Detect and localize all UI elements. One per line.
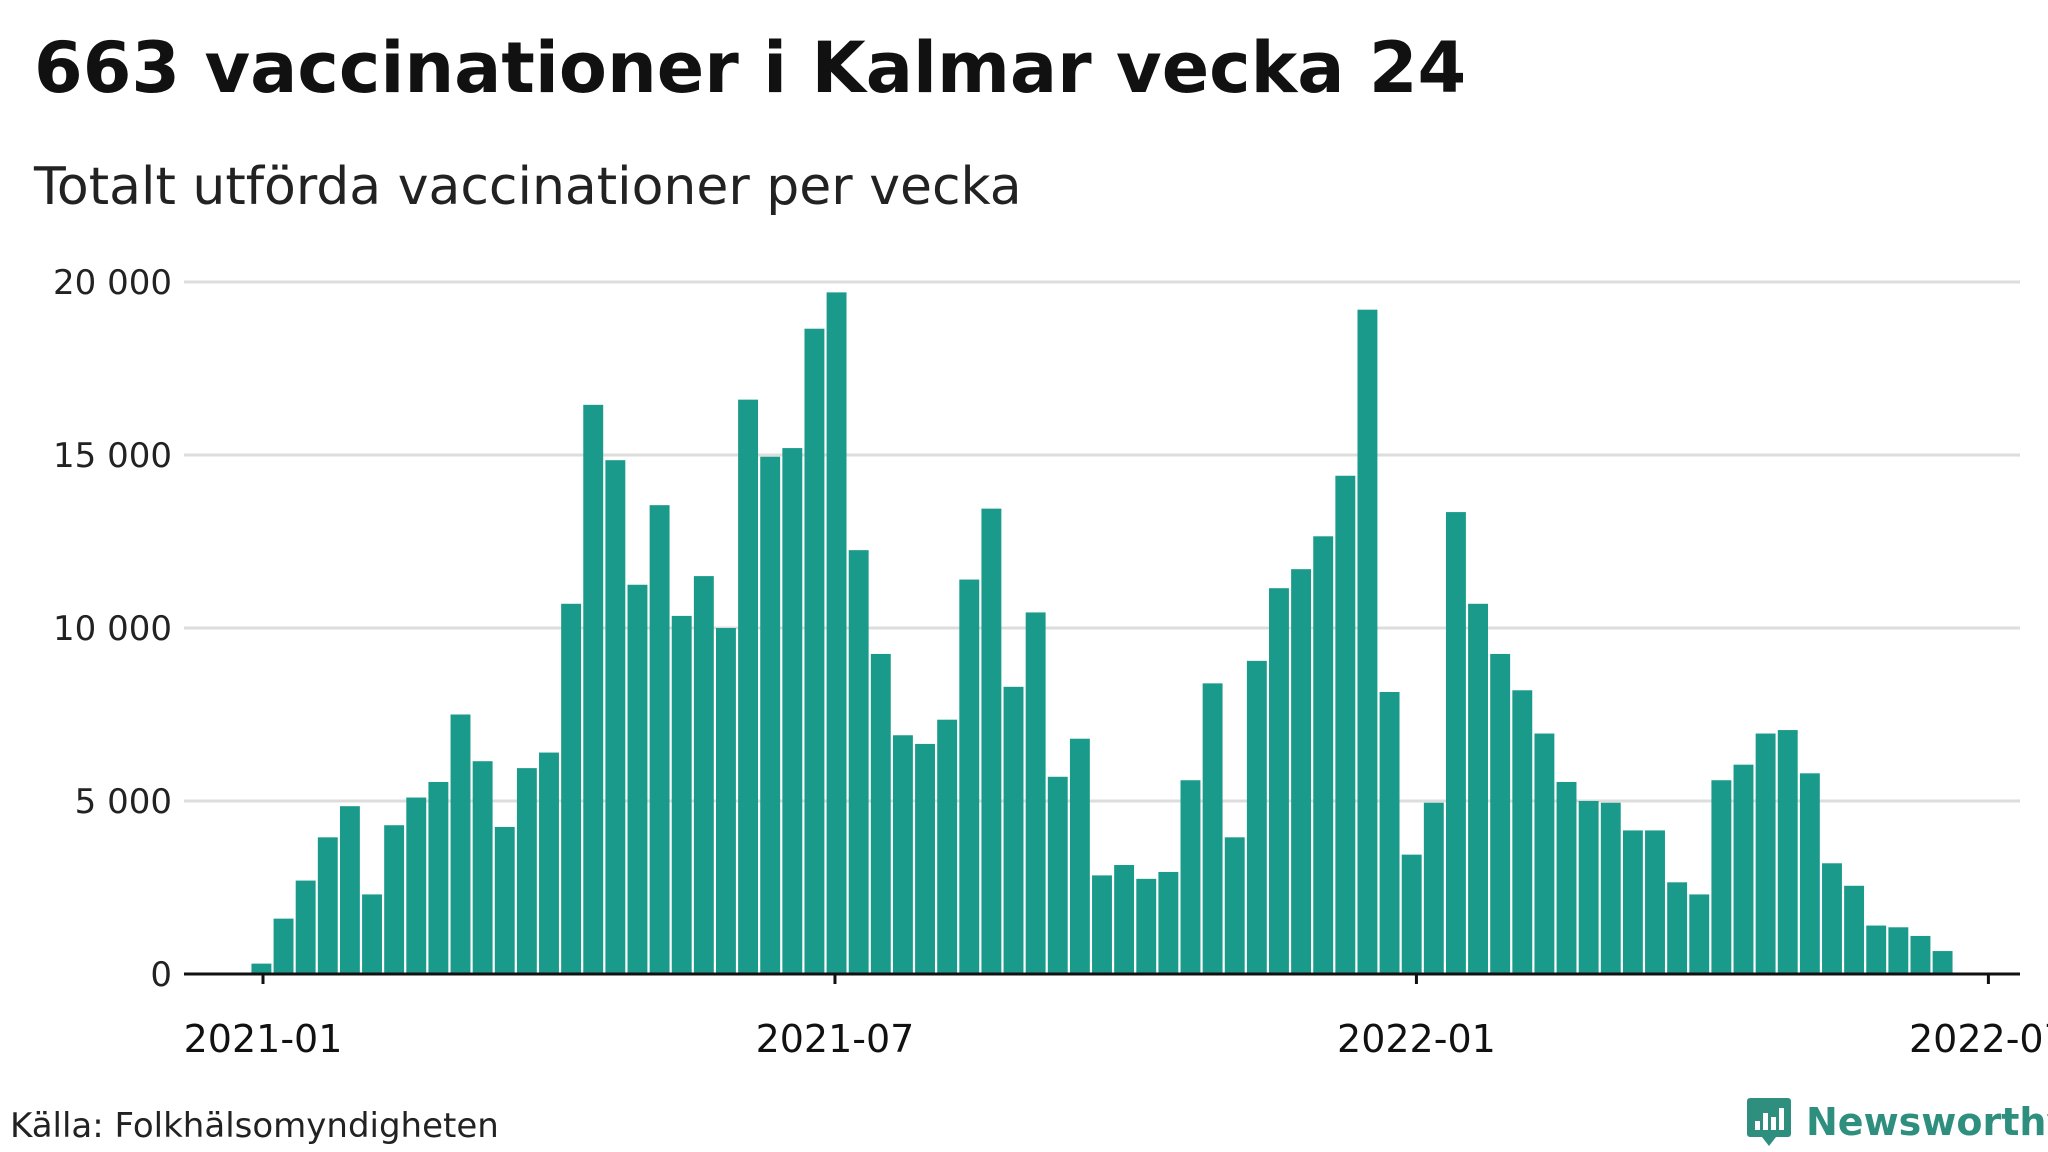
bar — [1844, 885, 1865, 974]
bar — [362, 894, 382, 974]
bar — [1269, 588, 1289, 974]
bar — [1003, 686, 1024, 974]
bar — [1490, 653, 1511, 974]
brand-name: Newsworthy — [1806, 1100, 2048, 1144]
bar — [892, 735, 913, 974]
bar — [1379, 692, 1400, 974]
x-tick-label: 2021-01 — [184, 1017, 343, 1061]
bar — [1822, 863, 1842, 974]
bar — [1866, 925, 1887, 974]
bar — [1755, 733, 1776, 974]
bar — [516, 768, 537, 974]
chart-subtitle: Totalt utförda vaccinationer per vecka — [34, 157, 1022, 217]
bar — [1357, 309, 1378, 974]
bar — [339, 806, 360, 974]
bar — [1224, 837, 1245, 974]
bar — [1136, 878, 1157, 974]
bar — [539, 752, 559, 974]
bar — [1910, 935, 1931, 974]
bar — [1291, 569, 1312, 974]
bar — [251, 963, 272, 974]
bar — [1092, 875, 1112, 974]
y-tick-label: 5 000 — [75, 782, 172, 822]
bar — [428, 781, 449, 974]
bar — [1556, 781, 1577, 974]
bar — [1888, 927, 1909, 974]
source-note: Källa: Folkhälsomyndigheten — [10, 1106, 499, 1146]
bar — [1468, 603, 1489, 974]
bar — [1423, 802, 1444, 974]
bar — [1534, 733, 1555, 974]
bar — [1445, 512, 1466, 974]
bar — [1313, 536, 1334, 974]
bar — [1799, 773, 1820, 974]
bar — [1600, 802, 1621, 974]
bar — [959, 579, 980, 974]
x-tick-label: 2022-01 — [1337, 1017, 1496, 1061]
bar — [848, 550, 869, 974]
bar — [671, 615, 692, 974]
y-tick-label: 0 — [150, 955, 172, 995]
bar — [1777, 730, 1798, 974]
x-tick-label: 2021-07 — [756, 1017, 915, 1061]
bar — [1622, 830, 1643, 974]
bar — [1069, 738, 1090, 974]
bar — [1512, 690, 1533, 974]
bar — [937, 719, 958, 974]
bar — [1047, 776, 1068, 974]
bar — [1401, 854, 1422, 974]
bar — [384, 825, 405, 974]
bar — [1689, 894, 1710, 974]
bar — [826, 292, 847, 974]
bar — [583, 404, 604, 975]
bar — [760, 456, 781, 975]
bar — [981, 508, 1002, 974]
bar — [317, 837, 338, 974]
bar — [1645, 830, 1665, 974]
bar — [649, 505, 670, 974]
bar — [273, 918, 294, 974]
bar — [1335, 475, 1356, 974]
bar — [627, 584, 648, 974]
y-tick-label: 20 000 — [53, 263, 172, 303]
bar — [1158, 871, 1179, 974]
brand-logo: Newsworthy — [1746, 1096, 2048, 1148]
bar — [804, 328, 825, 975]
bar — [1114, 865, 1135, 974]
newsworthy-logo-icon — [1747, 1098, 1791, 1146]
y-tick-label: 15 000 — [53, 436, 172, 476]
bar — [1246, 660, 1267, 974]
bar — [715, 628, 736, 974]
bar — [605, 460, 626, 974]
bar — [406, 797, 427, 974]
bar — [1667, 882, 1688, 974]
bar — [1025, 612, 1046, 974]
bar — [915, 743, 935, 974]
bar — [693, 576, 714, 974]
chart-title: 663 vaccinationer i Kalmar vecka 24 — [34, 27, 1467, 109]
bar — [1711, 780, 1732, 974]
y-tick-label: 10 000 — [53, 609, 172, 649]
bar — [1202, 683, 1223, 974]
x-tick-label: 2022-07 — [1909, 1017, 2048, 1061]
bar — [1932, 951, 1953, 974]
bar — [450, 714, 471, 974]
bar — [1180, 780, 1201, 974]
bar — [782, 448, 803, 975]
bar — [472, 761, 493, 974]
bar — [1733, 764, 1754, 974]
bar — [561, 603, 582, 974]
bar — [295, 880, 316, 974]
bar — [738, 399, 759, 974]
bar — [1578, 801, 1599, 974]
bar — [870, 653, 891, 974]
bar — [494, 826, 515, 974]
